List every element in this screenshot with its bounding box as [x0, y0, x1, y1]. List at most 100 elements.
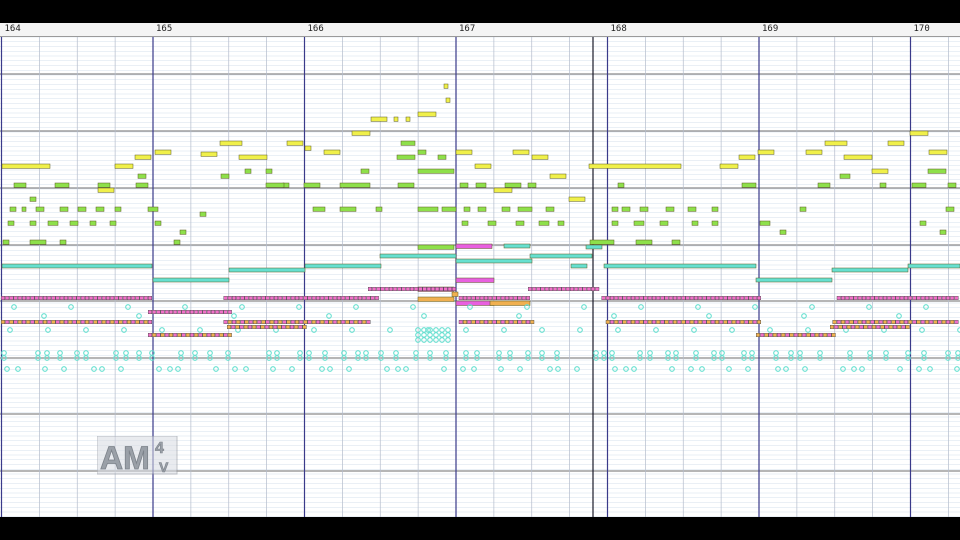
note-square — [528, 286, 533, 291]
note-square — [202, 333, 207, 338]
note-square — [248, 296, 253, 301]
note-square — [557, 286, 562, 291]
note-block — [265, 182, 285, 188]
note-square — [768, 333, 773, 338]
note-square — [526, 320, 531, 325]
note-block — [839, 173, 851, 179]
note-square — [904, 320, 909, 325]
note-square — [286, 296, 291, 301]
note-square — [888, 325, 893, 330]
note-square — [702, 296, 707, 301]
note-block — [219, 140, 243, 146]
note-square — [876, 325, 881, 330]
note-square — [93, 320, 98, 325]
note-block — [441, 206, 457, 212]
note-square — [152, 310, 157, 315]
note-square — [93, 296, 98, 301]
note-dot — [539, 350, 545, 356]
note-block — [379, 253, 457, 259]
note-block — [220, 173, 230, 179]
note-dot — [525, 350, 531, 356]
note-square — [622, 320, 627, 325]
note-square — [685, 320, 690, 325]
note-square — [235, 325, 240, 330]
note-square — [689, 320, 694, 325]
measure-ruler[interactable]: 164 165 166 167 168 169 170 — [0, 23, 960, 37]
note-square — [168, 333, 173, 338]
note-square — [819, 333, 824, 338]
note-block — [77, 206, 87, 212]
note-square — [345, 320, 350, 325]
note-block — [639, 206, 649, 212]
note-square — [126, 320, 131, 325]
note-square — [601, 296, 606, 301]
note-square — [880, 325, 885, 330]
note-square — [517, 320, 522, 325]
note-square — [231, 320, 236, 325]
note-square — [281, 325, 286, 330]
note-block — [35, 206, 45, 212]
note-square — [744, 320, 749, 325]
note-block — [503, 243, 531, 249]
note-square — [215, 333, 220, 338]
note-dot — [638, 304, 644, 310]
note-square — [532, 286, 537, 291]
note-block — [152, 277, 230, 283]
note-square — [177, 333, 182, 338]
note-square — [5, 296, 10, 301]
note-square — [463, 320, 468, 325]
note-dot — [395, 366, 401, 372]
note-square — [353, 320, 358, 325]
measure-label: 165 — [156, 24, 173, 34]
note-block — [568, 196, 586, 202]
note-block — [405, 116, 411, 122]
note-dot — [182, 304, 188, 310]
note-block — [738, 154, 756, 160]
note-dot — [91, 366, 97, 372]
note-dot — [773, 350, 779, 356]
note-grid[interactable] — [0, 37, 960, 517]
note-block — [154, 149, 172, 155]
note-square — [43, 320, 48, 325]
note-square — [912, 320, 917, 325]
note-block — [501, 206, 511, 212]
note-square — [393, 286, 398, 291]
note-dot — [44, 350, 50, 356]
note-square — [859, 325, 864, 330]
note-square — [418, 286, 423, 291]
note-square — [139, 296, 144, 301]
note-square — [13, 320, 18, 325]
measure-label: 164 — [4, 24, 21, 34]
note-square — [912, 296, 917, 301]
note-square — [261, 296, 266, 301]
note-dot — [581, 304, 587, 310]
note-square — [443, 286, 448, 291]
note-dot — [840, 366, 846, 372]
note-dot — [427, 350, 433, 356]
piano-roll-view[interactable]: 164 165 166 167 168 169 170 AM 4 V — [0, 23, 960, 517]
note-square — [706, 296, 711, 301]
note-square — [295, 320, 300, 325]
note-square — [492, 296, 497, 301]
note-square — [887, 296, 892, 301]
note-block — [817, 182, 831, 188]
note-block — [370, 116, 388, 122]
note-square — [883, 320, 888, 325]
note-square — [622, 296, 627, 301]
note-square — [946, 320, 951, 325]
note-dot — [817, 350, 823, 356]
note-block — [671, 239, 681, 245]
note-block — [504, 182, 522, 188]
note-square — [517, 296, 522, 301]
note-block — [238, 154, 268, 160]
note-dot — [415, 337, 421, 343]
note-square — [185, 310, 190, 315]
note-block — [538, 220, 550, 226]
note-square — [937, 296, 942, 301]
note-square — [781, 333, 786, 338]
note-square — [114, 296, 119, 301]
note-square — [397, 286, 402, 291]
note-block — [95, 206, 105, 212]
note-dot — [353, 304, 359, 310]
note-dot — [311, 327, 317, 333]
